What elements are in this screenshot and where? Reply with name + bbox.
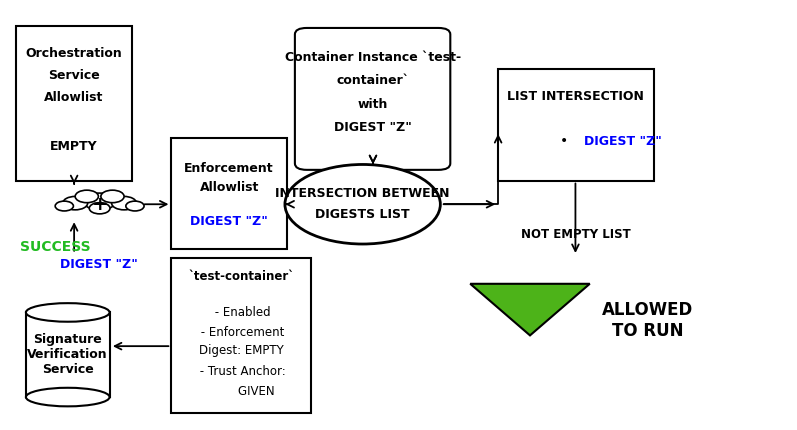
Text: Allowlist: Allowlist: [44, 90, 104, 104]
Text: INTERSECTION BETWEEN: INTERSECTION BETWEEN: [276, 187, 450, 200]
Text: ALLOWED
TO RUN: ALLOWED TO RUN: [602, 301, 693, 340]
Bar: [171, 138, 287, 249]
Circle shape: [126, 201, 144, 211]
Text: DIGEST "Z": DIGEST "Z": [334, 121, 411, 134]
Text: Service: Service: [48, 69, 100, 82]
Text: DIGESTS LIST: DIGESTS LIST: [316, 209, 410, 221]
Circle shape: [55, 201, 73, 211]
Circle shape: [63, 197, 88, 210]
Text: - Enforcement: - Enforcement: [198, 326, 285, 339]
Text: NOT EMPTY LIST: NOT EMPTY LIST: [520, 228, 630, 241]
Circle shape: [84, 193, 116, 210]
Circle shape: [75, 190, 98, 203]
Text: Signature
Verification
Service: Signature Verification Service: [27, 333, 108, 376]
Bar: [498, 69, 654, 181]
Text: DIGEST "Z": DIGEST "Z": [60, 258, 138, 271]
Text: - Enabled: - Enabled: [211, 306, 271, 319]
Polygon shape: [470, 284, 590, 335]
FancyBboxPatch shape: [295, 28, 450, 170]
Text: container`: container`: [336, 74, 409, 87]
Bar: [26, 313, 109, 397]
Text: Allowlist: Allowlist: [199, 181, 259, 194]
Text: EMPTY: EMPTY: [50, 140, 97, 153]
Ellipse shape: [26, 388, 109, 406]
Text: Orchestration: Orchestration: [26, 47, 122, 60]
Text: Container Instance `test-: Container Instance `test-: [285, 51, 461, 64]
Circle shape: [101, 190, 124, 203]
Text: DIGEST "Z": DIGEST "Z": [583, 135, 662, 148]
Text: Enforcement: Enforcement: [184, 163, 274, 175]
Text: DIGEST "Z": DIGEST "Z": [190, 215, 268, 228]
Text: `test-container`: `test-container`: [188, 270, 294, 283]
Ellipse shape: [285, 165, 440, 244]
Bar: [16, 26, 132, 181]
Text: •: •: [559, 135, 567, 148]
Text: LIST INTERSECTION: LIST INTERSECTION: [508, 90, 644, 103]
Text: +: +: [92, 195, 108, 214]
Text: - Trust Anchor:: - Trust Anchor:: [196, 365, 286, 378]
Text: with: with: [357, 98, 388, 111]
Circle shape: [89, 203, 110, 214]
Text: Digest: EMPTY: Digest: EMPTY: [198, 344, 284, 357]
Ellipse shape: [26, 303, 109, 322]
Text: GIVEN: GIVEN: [208, 384, 274, 398]
Text: SUCCESS: SUCCESS: [20, 240, 91, 254]
Bar: [171, 258, 311, 413]
Circle shape: [112, 197, 136, 210]
